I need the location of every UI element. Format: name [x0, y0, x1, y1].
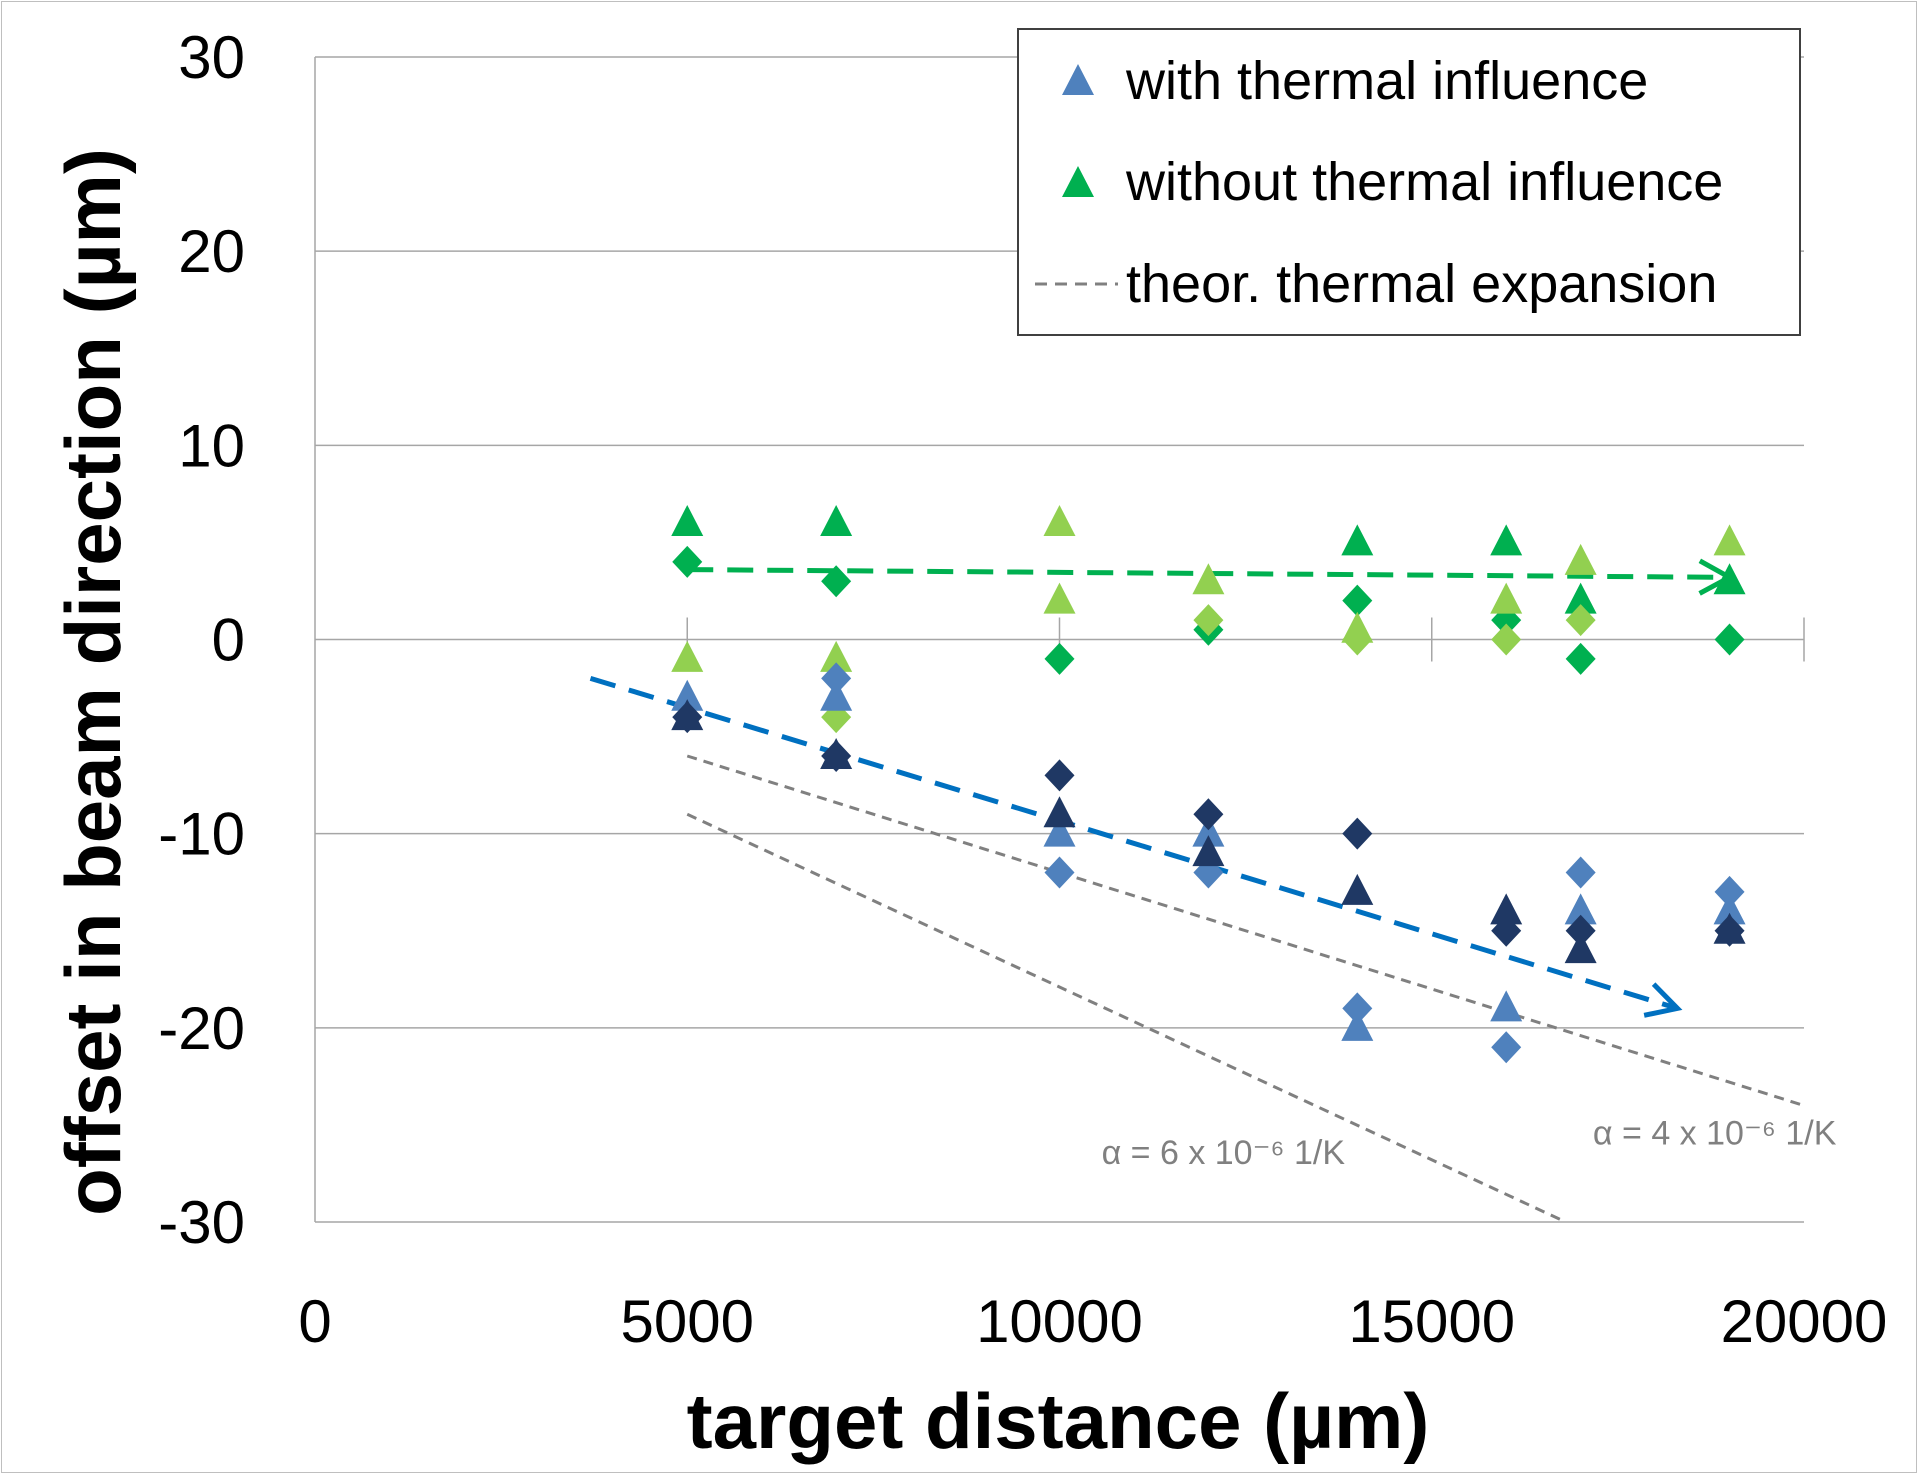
- annotation-label: α = 4 x 10⁻⁶ 1/K: [1593, 1114, 1837, 1152]
- x-tick-label: 15000: [1348, 1288, 1515, 1355]
- data-point-diamond: [672, 545, 703, 578]
- legend-label-theory: theor. thermal expansion: [1126, 254, 1717, 314]
- data-point-triangle: [1490, 524, 1523, 556]
- x-tick-label: 0: [298, 1288, 331, 1355]
- data-point-triangle: [1341, 1009, 1374, 1041]
- data-point-diamond: [821, 740, 852, 772]
- data-point-diamond: [672, 701, 703, 734]
- data-point-diamond: [1193, 798, 1224, 831]
- data-point-diamond: [1565, 604, 1596, 637]
- data-point-triangle: [1490, 582, 1523, 614]
- data-point-triangle: [1043, 582, 1076, 614]
- data-point-triangle: [671, 505, 704, 536]
- data-point-diamond: [1714, 875, 1745, 908]
- trend-arrow-line: [589, 675, 1679, 1011]
- y-axis-title: offset in beam direction (µm): [49, 148, 137, 1216]
- data-point-triangle: [820, 679, 853, 711]
- data-point-diamond: [821, 662, 852, 695]
- data-point-triangle: [1490, 990, 1523, 1022]
- x-tick-label: 10000: [976, 1288, 1143, 1355]
- data-point-diamond: [1193, 604, 1224, 637]
- data-point-triangle: [1564, 932, 1597, 964]
- data-point-triangle: [671, 640, 704, 672]
- data-point-diamond: [1714, 914, 1745, 947]
- data-point-triangle: [1192, 835, 1225, 867]
- data-point-triangle: [1564, 893, 1597, 925]
- legend-label-with-thermal: with thermal influence: [1125, 51, 1648, 111]
- data-point-diamond: [1342, 817, 1373, 850]
- data-point-diamond: [1044, 759, 1075, 792]
- data-point-triangle: [1713, 524, 1746, 556]
- theory-line: [686, 754, 1805, 1107]
- data-point-triangle: [820, 505, 853, 536]
- data-point-triangle: [1713, 563, 1746, 595]
- data-point-diamond: [1565, 914, 1596, 947]
- legend-marker-without-thermal: [1062, 166, 1094, 197]
- data-point-diamond: [1044, 642, 1075, 675]
- y-tick-label: 20: [178, 218, 245, 285]
- data-point-diamond: [1491, 1031, 1522, 1064]
- data-point-diamond: [1565, 856, 1596, 889]
- y-tick-label: 30: [178, 24, 245, 91]
- data-point-diamond: [1044, 856, 1075, 889]
- annotations: α = 6 x 10⁻⁶ 1/K α = 4 x 10⁻⁶ 1/K: [1102, 1114, 1837, 1171]
- x-axis-title: target distance (µm): [687, 1377, 1430, 1465]
- theory-lines: [686, 754, 1805, 1224]
- x-tick-label: 5000: [621, 1288, 754, 1355]
- data-point-triangle: [1043, 815, 1076, 847]
- legend-marker-with-thermal: [1062, 64, 1094, 95]
- data-point-triangle: [1341, 873, 1374, 905]
- trend-arrow-head: [1643, 982, 1683, 1018]
- y-tick-label: 10: [178, 412, 245, 479]
- data-point-triangle: [1192, 815, 1225, 847]
- data-point-triangle: [1713, 893, 1746, 925]
- data-point-diamond: [1565, 642, 1596, 675]
- y-tick-label: -30: [158, 1189, 245, 1256]
- y-tick-label: 0: [212, 607, 245, 674]
- y-tick-label: -20: [158, 995, 245, 1062]
- data-point-diamond: [1342, 623, 1373, 656]
- data-points: [671, 505, 1746, 1064]
- annotation-label: α = 6 x 10⁻⁶ 1/K: [1102, 1134, 1346, 1172]
- data-point-diamond: [1342, 992, 1373, 1025]
- data-point-triangle: [1043, 796, 1076, 828]
- tick-labels: 30 20 10 0 -10 -20 -30 0 5000 10000 15000 20000: [158, 24, 1887, 1355]
- data-point-triangle: [1564, 543, 1597, 575]
- data-point-triangle: [1564, 582, 1597, 614]
- data-point-triangle: [1341, 524, 1374, 556]
- x-tick-label: 20000: [1721, 1288, 1888, 1355]
- data-point-diamond: [1714, 623, 1745, 656]
- legend: with thermal influence without thermal i…: [1017, 28, 1801, 336]
- y-tick-label: -10: [158, 801, 245, 868]
- legend-label-without-thermal: without thermal influence: [1125, 152, 1723, 212]
- data-point-triangle: [1192, 563, 1225, 595]
- data-point-triangle: [1043, 505, 1076, 536]
- data-point-diamond: [821, 565, 852, 598]
- data-point-triangle: [1490, 893, 1523, 925]
- data-point-triangle: [671, 679, 704, 711]
- data-point-diamond: [1342, 584, 1373, 617]
- legend-box: [1017, 28, 1801, 336]
- data-point-diamond: [1491, 914, 1522, 947]
- data-point-triangle: [820, 640, 853, 672]
- trend-arrows: [589, 558, 1735, 1018]
- data-point-diamond: [1491, 623, 1522, 656]
- theory-line: [686, 812, 1567, 1224]
